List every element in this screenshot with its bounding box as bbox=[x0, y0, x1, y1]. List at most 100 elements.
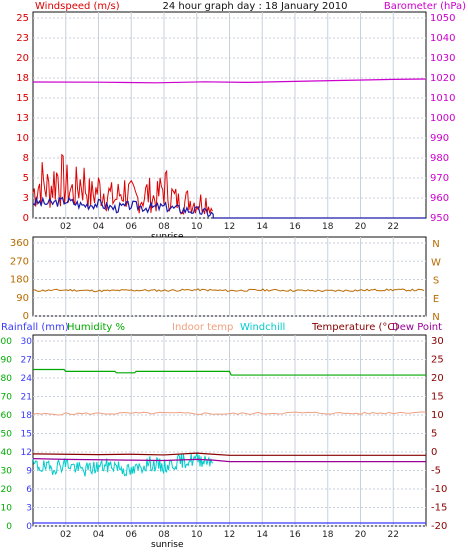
wind-ytick-label: 3 bbox=[23, 193, 29, 204]
baro-ytick-label: 980 bbox=[430, 153, 449, 164]
temperature-ytick-label: 0 bbox=[431, 447, 437, 458]
temperature-ytick-label: 15 bbox=[431, 392, 444, 403]
temperature-ytick-label: -20 bbox=[431, 521, 447, 532]
wind-ytick-label: 23 bbox=[16, 33, 29, 44]
temperature-xtick-label: 22 bbox=[388, 530, 399, 540]
chart-title: 24 hour graph day : 18 January 2010 bbox=[163, 1, 348, 12]
wind-ytick-label: 20 bbox=[16, 53, 29, 64]
legend-3: Windchill bbox=[240, 322, 285, 333]
baro-ytick-label: 1020 bbox=[430, 73, 455, 84]
rainfall-ytick-label: 0 bbox=[26, 522, 32, 532]
baro-ytick-label: 1040 bbox=[430, 33, 455, 44]
baro-ytick-label: 1000 bbox=[430, 113, 455, 124]
wind-ytick-label: 18 bbox=[16, 73, 29, 84]
rainfall-ytick-label: 24 bbox=[21, 374, 33, 384]
humidity-ytick-label: 60 bbox=[1, 411, 13, 421]
wind-ytick-label: 10 bbox=[16, 133, 29, 144]
temperature-ytick-label: 30 bbox=[431, 336, 444, 347]
baro-ytick-label: 1050 bbox=[430, 13, 455, 24]
rainfall-ytick-label: 15 bbox=[21, 430, 32, 440]
humidity-ytick-label: 90 bbox=[1, 356, 13, 366]
wind-xtick-label: 12 bbox=[224, 222, 235, 232]
compass-label: S bbox=[433, 276, 439, 287]
wind-ytick-label: 8 bbox=[23, 153, 29, 164]
wind-axis-label: Windspeed (m/s) bbox=[35, 1, 120, 12]
temperature-xtick-label: 04 bbox=[93, 530, 105, 540]
compass-label: N bbox=[432, 239, 439, 250]
direction-ytick-label: 0 bbox=[23, 311, 29, 322]
wind-xtick-label: 10 bbox=[191, 222, 203, 232]
dewpoint-line bbox=[32, 458, 426, 463]
humidity-ytick-label: 70 bbox=[1, 393, 13, 403]
baro-ytick-label: 990 bbox=[430, 133, 449, 144]
humidity-ytick-label: 10 bbox=[1, 504, 13, 514]
legend-4: Temperature (°C) bbox=[311, 322, 398, 333]
baro-ytick-label: 1010 bbox=[430, 93, 455, 104]
wind-ytick-label: 5 bbox=[23, 173, 29, 184]
baro-ytick-label: 1030 bbox=[430, 53, 455, 64]
wind-ytick-label: 15 bbox=[16, 93, 29, 104]
temperature-xtick-label: 06 bbox=[126, 530, 138, 540]
rainfall-ytick-label: 9 bbox=[26, 467, 32, 477]
wind-direction-line bbox=[32, 288, 425, 293]
windchill-line bbox=[32, 452, 214, 477]
humidity-ytick-label: 20 bbox=[1, 485, 13, 495]
rainfall-ytick-label: 6 bbox=[26, 485, 32, 495]
baro-ytick-label: 950 bbox=[430, 213, 449, 224]
temperature-ytick-label: -10 bbox=[431, 484, 447, 495]
rainfall-ytick-label: 30 bbox=[21, 337, 33, 347]
humidity-ytick-label: 30 bbox=[1, 467, 13, 477]
temperature-xtick-label: 16 bbox=[289, 530, 301, 540]
compass-label: E bbox=[433, 294, 439, 305]
humidity-ytick-label: 0 bbox=[6, 522, 12, 532]
wind-ytick-label: 25 bbox=[16, 13, 29, 24]
temperature-ytick-label: -5 bbox=[431, 466, 441, 477]
wind-ytick-label: 13 bbox=[16, 113, 29, 124]
temperature-xtick-label: 14 bbox=[257, 530, 269, 540]
wind-ytick-label: 0 bbox=[23, 213, 29, 224]
direction-ytick-label: 270 bbox=[10, 256, 29, 267]
rainfall-ytick-label: 21 bbox=[21, 393, 32, 403]
legend-0: Rainfall (mm) bbox=[1, 322, 69, 333]
temperature-ytick-label: 25 bbox=[431, 355, 444, 366]
indoor-temp-line bbox=[32, 411, 427, 416]
barometer-line bbox=[32, 78, 427, 84]
humidity-line bbox=[33, 368, 426, 376]
baro-ytick-label: 970 bbox=[430, 173, 449, 184]
rainfall-ytick-label: 27 bbox=[21, 356, 32, 366]
wind-xtick-label: 20 bbox=[355, 222, 367, 232]
direction-ytick-label: 180 bbox=[10, 275, 29, 286]
average-wind-line bbox=[32, 195, 426, 219]
temperature-ytick-label: -15 bbox=[431, 503, 447, 514]
temperature-xtick-label: 08 bbox=[158, 530, 170, 540]
compass-label: W bbox=[431, 257, 441, 268]
temperature-xtick-label: 12 bbox=[224, 530, 235, 540]
sunrise-label-2: sunrise bbox=[151, 540, 184, 550]
rainfall-ytick-label: 3 bbox=[26, 504, 32, 514]
direction-ytick-label: 360 bbox=[10, 238, 29, 249]
wind-xtick-label: 16 bbox=[289, 222, 301, 232]
temperature-line bbox=[32, 452, 426, 456]
baro-ytick-label: 960 bbox=[430, 193, 449, 204]
temperature-xtick-label: 02 bbox=[60, 530, 71, 540]
wind-xtick-label: 04 bbox=[93, 222, 105, 232]
legend-2: Indoor temp bbox=[172, 322, 233, 333]
legend-1: Humidity % bbox=[67, 322, 125, 333]
humidity-ytick-label: 40 bbox=[1, 448, 13, 458]
wind-xtick-label: 06 bbox=[126, 222, 138, 232]
direction-ytick-label: 90 bbox=[16, 293, 29, 304]
temperature-ytick-label: 20 bbox=[431, 373, 444, 384]
temperature-xtick-label: 20 bbox=[355, 530, 367, 540]
temperature-ytick-label: 10 bbox=[431, 410, 444, 421]
wind-xtick-label: 14 bbox=[257, 222, 269, 232]
rainfall-ytick-label: 18 bbox=[21, 411, 33, 421]
temperature-xtick-label: 10 bbox=[191, 530, 203, 540]
rainfall-ytick-label: 12 bbox=[21, 448, 32, 458]
temperature-ytick-label: 5 bbox=[431, 429, 437, 440]
temperature-xtick-label: 18 bbox=[322, 530, 334, 540]
legend-5: Dew Point bbox=[392, 322, 442, 333]
humidity-ytick-label: 80 bbox=[1, 374, 13, 384]
wind-xtick-label: 08 bbox=[158, 222, 170, 232]
humidity-ytick-label: 100 bbox=[0, 337, 12, 347]
